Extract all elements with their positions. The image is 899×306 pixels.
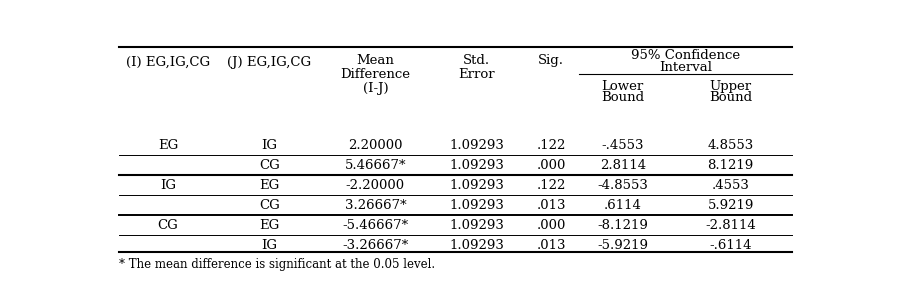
Text: 1.09293: 1.09293: [449, 139, 503, 151]
Text: Interval: Interval: [659, 61, 712, 74]
Text: 2.20000: 2.20000: [348, 139, 403, 151]
Text: Error: Error: [458, 68, 494, 81]
Text: CG: CG: [157, 219, 179, 232]
Text: EG: EG: [259, 179, 280, 192]
Text: -8.1219: -8.1219: [597, 219, 648, 232]
Text: .4553: .4553: [712, 179, 750, 192]
Text: -5.9219: -5.9219: [597, 239, 648, 252]
Text: * The mean difference is significant at the 0.05 level.: * The mean difference is significant at …: [120, 258, 435, 271]
Text: 2.8114: 2.8114: [600, 159, 645, 172]
Text: 1.09293: 1.09293: [449, 159, 503, 172]
Text: Bound: Bound: [601, 91, 645, 104]
Text: -.6114: -.6114: [709, 239, 752, 252]
Text: IG: IG: [261, 139, 277, 151]
Text: -3.26667*: -3.26667*: [343, 239, 408, 252]
Text: (I) EG,IG,CG: (I) EG,IG,CG: [126, 56, 210, 69]
Text: -4.8553: -4.8553: [597, 179, 648, 192]
Text: 1.09293: 1.09293: [449, 179, 503, 192]
Text: -.4553: -.4553: [601, 139, 644, 151]
Text: IG: IG: [160, 179, 176, 192]
Text: Sig.: Sig.: [539, 54, 565, 67]
Text: (I-J): (I-J): [362, 82, 388, 95]
Text: 5.46667*: 5.46667*: [344, 159, 406, 172]
Text: Difference: Difference: [341, 68, 410, 81]
Text: 3.26667*: 3.26667*: [344, 199, 406, 212]
Text: .122: .122: [537, 179, 566, 192]
Text: .6114: .6114: [604, 199, 642, 212]
Text: .013: .013: [537, 239, 566, 252]
Text: .122: .122: [537, 139, 566, 151]
Text: (J) EG,IG,CG: (J) EG,IG,CG: [227, 56, 311, 69]
Text: EG: EG: [259, 219, 280, 232]
Text: CG: CG: [259, 159, 280, 172]
Text: -2.20000: -2.20000: [346, 179, 405, 192]
Text: -5.46667*: -5.46667*: [343, 219, 408, 232]
Text: 5.9219: 5.9219: [708, 199, 754, 212]
Text: 95% Confidence: 95% Confidence: [631, 49, 740, 62]
Text: .013: .013: [537, 199, 566, 212]
Text: EG: EG: [158, 139, 178, 151]
Text: .000: .000: [537, 219, 566, 232]
Text: -2.8114: -2.8114: [706, 219, 756, 232]
Text: CG: CG: [259, 199, 280, 212]
Text: Std.: Std.: [463, 54, 490, 67]
Text: Upper: Upper: [709, 80, 752, 93]
Text: IG: IG: [261, 239, 277, 252]
Text: 4.8553: 4.8553: [708, 139, 754, 151]
Text: 1.09293: 1.09293: [449, 239, 503, 252]
Text: Mean: Mean: [356, 54, 395, 67]
Text: Lower: Lower: [601, 80, 644, 93]
Text: 8.1219: 8.1219: [708, 159, 754, 172]
Text: .000: .000: [537, 159, 566, 172]
Text: 1.09293: 1.09293: [449, 199, 503, 212]
Text: 1.09293: 1.09293: [449, 219, 503, 232]
Text: Bound: Bound: [709, 91, 752, 104]
